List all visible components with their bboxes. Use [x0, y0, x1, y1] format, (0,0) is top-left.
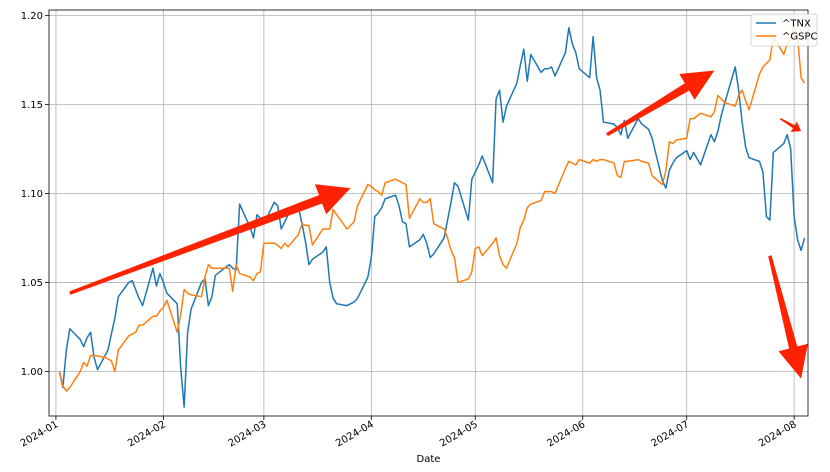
series-line-gspc — [58, 25, 806, 392]
series-lines — [58, 25, 806, 408]
x-tick-label: 2024-03 — [227, 419, 269, 449]
arrow-annotation — [606, 70, 715, 137]
y-tick-label: 1.15 — [21, 100, 43, 111]
y-axis: 1.00 1.05 1.10 1.15 1.20 — [21, 11, 49, 378]
arrow-annotation — [779, 118, 802, 132]
y-tick-label: 1.20 — [21, 11, 43, 22]
x-tick-label: 2024-06 — [546, 419, 588, 449]
legend-label: ^TNX — [782, 19, 811, 30]
y-tick-label: 1.05 — [21, 278, 43, 289]
legend-label: ^GSPC — [782, 32, 818, 43]
x-tick-label: 2024-04 — [334, 419, 376, 449]
y-tick-label: 1.00 — [21, 367, 43, 378]
grid — [49, 10, 808, 416]
x-tick-label: 2024-01 — [19, 419, 61, 449]
x-tick-label: 2024-05 — [438, 419, 480, 449]
y-tick-label: 1.10 — [21, 189, 43, 200]
arrow-annotations — [69, 70, 808, 379]
x-tick-label: 2024-07 — [650, 419, 692, 449]
plot-frame — [48, 9, 809, 417]
x-tick-label: 2024-08 — [757, 419, 799, 449]
arrow-annotation — [69, 184, 351, 295]
x-axis: 2024-01 2024-02 2024-03 2024-04 2024-05 2024-… — [19, 416, 799, 449]
series-line-tnx — [58, 27, 806, 408]
x-axis-title: Date — [417, 454, 441, 465]
legend: ^TNX ^GSPC — [750, 13, 818, 47]
x-tick-label: 2024-02 — [126, 419, 168, 449]
legend-box — [750, 13, 818, 47]
arrow-annotation — [768, 255, 808, 379]
